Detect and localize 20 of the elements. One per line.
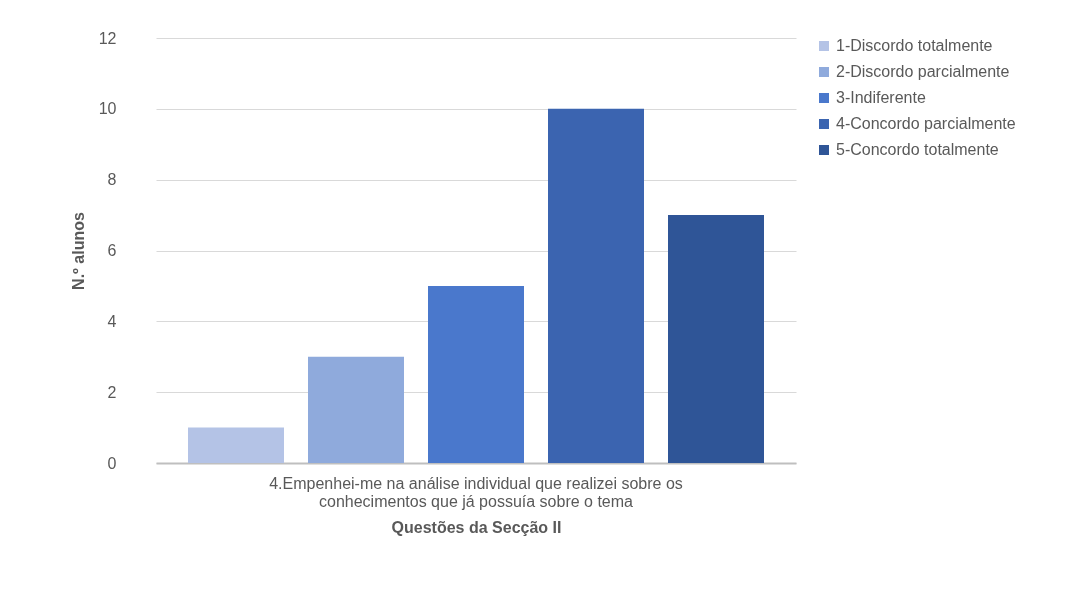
legend-label: 3-Indiferente (836, 89, 926, 106)
legend-label: 4-Concordo parcialmente (836, 115, 1016, 132)
x-axis-title: Questões da Secção II (391, 518, 562, 536)
y-tick-label: 2 (107, 383, 117, 401)
bar (668, 215, 764, 463)
bar (188, 427, 284, 463)
y-tick-label: 10 (98, 100, 117, 118)
y-tick-label: 0 (107, 454, 117, 472)
y-tick-label: 6 (107, 242, 117, 259)
legend-label: 1-Discordo totalmente (836, 37, 993, 54)
legend-label: 2-Discordo parcialmente (836, 63, 1010, 80)
y-tick-label: 12 (98, 29, 117, 47)
x-tick-label: 4.Empenhei-me na análise individual que realizei sobre os conhecimentos que já possuía sobre o tema (269, 474, 683, 510)
y-axis-title: N.º alunos (69, 211, 87, 290)
legend-label: 5-Concordo totalmente (836, 141, 999, 158)
y-tick-label: 4 (107, 312, 117, 330)
bar (548, 108, 644, 463)
bar (308, 356, 404, 463)
y-tick-label: 8 (107, 171, 117, 189)
bar (428, 285, 524, 463)
